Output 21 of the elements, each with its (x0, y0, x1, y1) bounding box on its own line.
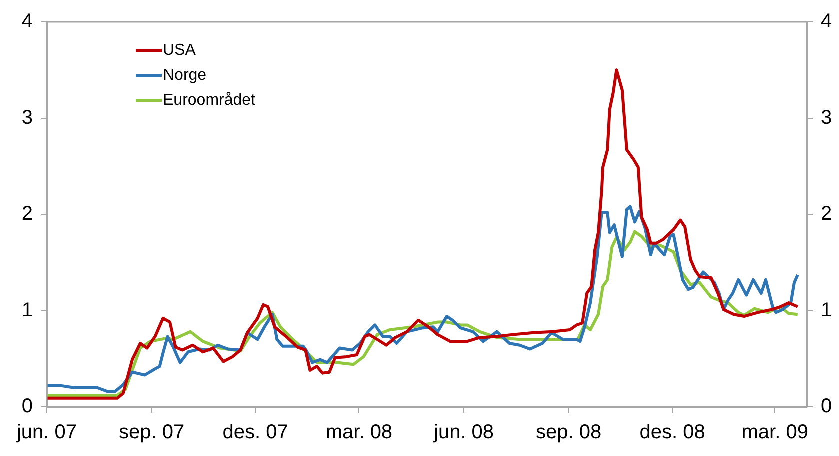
y-tick-label: 3 (22, 106, 33, 129)
x-tick-label: des. 07 (222, 422, 288, 444)
x-tick-label: jun. 08 (433, 422, 494, 444)
x-tick-label: des. 08 (640, 422, 706, 444)
y2-tick-label: 4 (821, 10, 832, 33)
x-tick-label: mar. 09 (742, 422, 808, 444)
y-tick-label: 1 (22, 299, 33, 322)
x-tick-label: sep. 07 (119, 422, 185, 444)
legend-label: Norge (163, 66, 207, 86)
y-tick-label: 0 (22, 396, 33, 418)
y2-tick-label: 0 (821, 396, 832, 418)
legend-label: USA (163, 41, 196, 61)
x-tick-label: sep. 08 (536, 422, 602, 444)
y-tick-label: 4 (22, 10, 33, 33)
x-tick-label: mar. 08 (326, 422, 393, 444)
y2-tick-label: 3 (821, 106, 832, 129)
x-tick-label: jun. 07 (16, 422, 78, 444)
y2-tick-label: 1 (821, 299, 832, 322)
legend-label: Euroområdet (163, 91, 256, 111)
y2-tick-label: 2 (821, 203, 832, 226)
y-tick-label: 2 (22, 203, 33, 226)
